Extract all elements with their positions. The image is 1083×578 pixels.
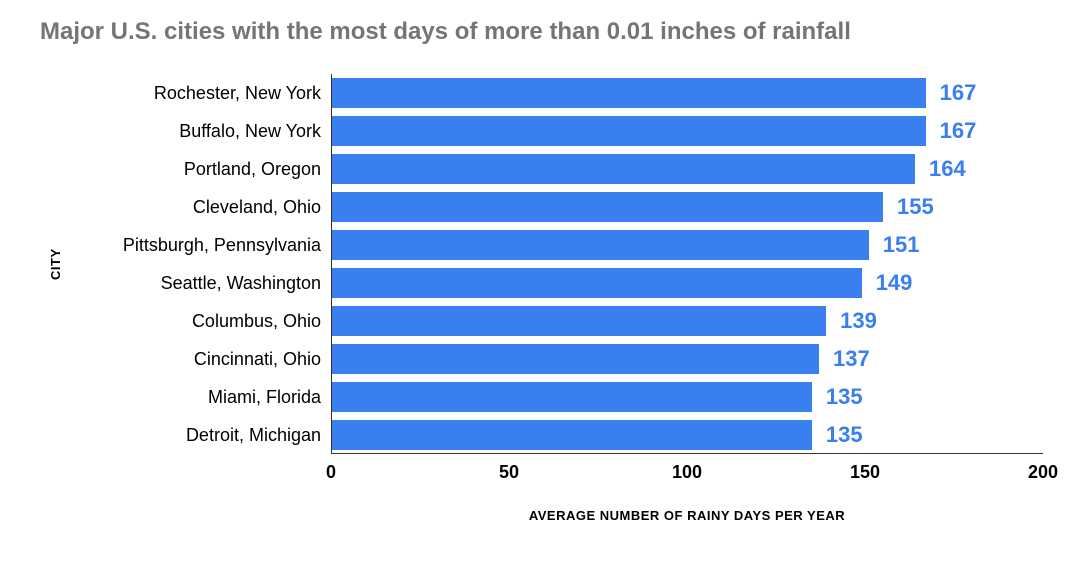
bar-row: 167: [332, 112, 1043, 150]
bar-value-label: 167: [940, 118, 977, 144]
bar: [332, 382, 812, 412]
bar-row: 151: [332, 226, 1043, 264]
bar-value-label: 155: [897, 194, 934, 220]
y-tick-label: Pittsburgh, Pennsylvania: [71, 226, 321, 264]
y-tick-label: Portland, Oregon: [71, 150, 321, 188]
y-tick-label: Miami, Florida: [71, 378, 321, 416]
bar: [332, 344, 819, 374]
bar-value-label: 137: [833, 346, 870, 372]
bar-row: 135: [332, 416, 1043, 454]
y-tick-label: Detroit, Michigan: [71, 416, 321, 454]
y-tick-label: Cleveland, Ohio: [71, 188, 321, 226]
x-axis-ticks: 050100150200: [331, 454, 1043, 462]
bar-value-label: 135: [826, 422, 863, 448]
y-axis-label: CITY: [40, 74, 71, 454]
bar-row: 137: [332, 340, 1043, 378]
x-tick-label: 50: [499, 462, 519, 483]
bar-row: 155: [332, 188, 1043, 226]
y-tick-label: Cincinnati, Ohio: [71, 340, 321, 378]
bar-row: 135: [332, 378, 1043, 416]
x-tick-label: 150: [850, 462, 880, 483]
bar-value-label: 164: [929, 156, 966, 182]
y-tick-label: Buffalo, New York: [71, 112, 321, 150]
bar: [332, 420, 812, 450]
bar-value-label: 139: [840, 308, 877, 334]
chart-title: Major U.S. cities with the most days of …: [40, 18, 1043, 46]
y-tick-label: Seattle, Washington: [71, 264, 321, 302]
bar: [332, 116, 926, 146]
x-tick-label: 100: [672, 462, 702, 483]
x-tick-label: 0: [326, 462, 336, 483]
bar-value-label: 151: [883, 232, 920, 258]
bar-value-label: 135: [826, 384, 863, 410]
bar-row: 164: [332, 150, 1043, 188]
bar-value-label: 167: [940, 80, 977, 106]
bar-row: 149: [332, 264, 1043, 302]
x-axis-label: AVERAGE NUMBER OF RAINY DAYS PER YEAR: [331, 508, 1043, 523]
y-tick-label: Columbus, Ohio: [71, 302, 321, 340]
bar: [332, 78, 926, 108]
bar: [332, 268, 862, 298]
bar-row: 167: [332, 74, 1043, 112]
chart-container: Major U.S. cities with the most days of …: [0, 0, 1083, 578]
bar: [332, 230, 869, 260]
bar: [332, 192, 883, 222]
y-axis-tick-labels: Rochester, New YorkBuffalo, New YorkPort…: [71, 74, 331, 454]
bar: [332, 154, 915, 184]
bar-value-label: 149: [876, 270, 913, 296]
plot-area: CITY Rochester, New YorkBuffalo, New Yor…: [40, 74, 1043, 504]
bars: 167 167 164 155 151 149 139 137 135 135: [331, 74, 1043, 454]
bar-row: 139: [332, 302, 1043, 340]
x-tick-label: 200: [1028, 462, 1058, 483]
bars-region: 167 167 164 155 151 149 139 137 135 135 050100150…: [331, 74, 1043, 504]
y-tick-label: Rochester, New York: [71, 74, 321, 112]
bar: [332, 306, 826, 336]
